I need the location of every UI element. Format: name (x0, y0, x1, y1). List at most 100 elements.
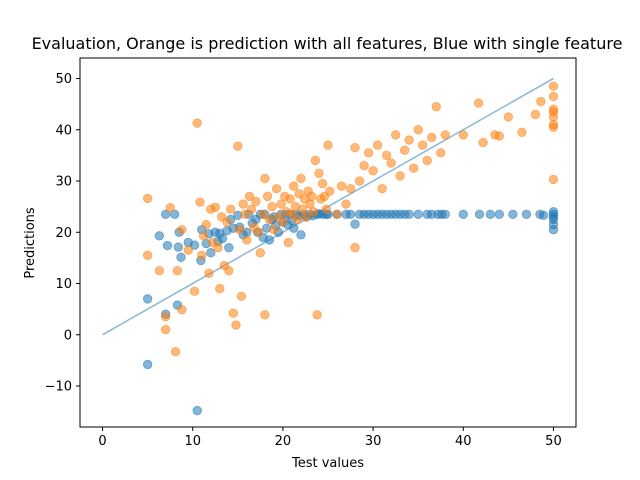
data-point (162, 240, 173, 251)
data-point (548, 122, 559, 132)
data-point (240, 209, 250, 220)
data-point (312, 310, 322, 320)
data-point (517, 127, 527, 138)
data-point (301, 212, 312, 222)
data-point (204, 268, 214, 278)
x-tick-label: 10 (184, 434, 201, 449)
x-tick-label: 50 (545, 434, 562, 449)
data-point (234, 224, 245, 235)
y-tick-label: 0 (64, 328, 72, 343)
data-point (142, 193, 153, 204)
data-point (283, 237, 294, 248)
data-point (278, 217, 288, 227)
data-point (440, 209, 450, 220)
data-point (201, 219, 211, 230)
data-point (354, 176, 365, 186)
data-point (436, 148, 446, 158)
data-point (198, 231, 209, 241)
data-point (548, 81, 559, 91)
data-point (233, 141, 243, 151)
data-point (206, 248, 216, 258)
data-point (296, 230, 306, 240)
data-point (350, 242, 360, 253)
data-point (160, 209, 171, 220)
data-point (195, 197, 205, 207)
data-point (390, 130, 401, 140)
data-point (308, 207, 319, 217)
data-point (323, 140, 333, 150)
data-point (253, 227, 264, 237)
data-point (381, 150, 392, 161)
data-point (154, 265, 165, 276)
data-point (189, 286, 200, 296)
y-axis: −10 0 10 20 30 40 50 (45, 72, 80, 395)
data-point (413, 209, 423, 220)
data-point (427, 132, 437, 143)
data-point (404, 135, 414, 145)
data-point (224, 242, 234, 253)
data-point (399, 145, 410, 155)
plot-area (102, 77, 559, 416)
data-point (363, 148, 374, 158)
data-point (296, 173, 306, 184)
data-point (238, 199, 248, 209)
data-point (325, 186, 335, 196)
data-point (485, 209, 496, 220)
data-point (368, 166, 378, 176)
data-point (271, 183, 282, 194)
data-point (264, 235, 275, 245)
data-point (317, 178, 328, 189)
data-point (458, 209, 468, 220)
data-point (408, 163, 419, 173)
y-tick-label: 20 (55, 226, 72, 241)
data-point (478, 137, 488, 148)
data-point (336, 181, 347, 191)
data-point (350, 142, 360, 153)
data-point (292, 214, 303, 225)
y-axis-label: Predictions (23, 207, 38, 279)
data-point (359, 160, 369, 171)
data-point (494, 209, 505, 220)
y-tick-label: −10 (45, 380, 72, 395)
data-point (173, 242, 183, 252)
data-point (538, 210, 549, 221)
data-point (231, 320, 241, 330)
data-point (160, 312, 171, 322)
series-1 (142, 81, 559, 357)
data-point (260, 173, 270, 184)
data-point (473, 98, 484, 108)
data-point (172, 265, 183, 276)
data-point (536, 96, 546, 107)
data-point (269, 224, 279, 235)
data-point (548, 107, 559, 117)
data-point (222, 217, 232, 227)
data-point (228, 308, 239, 318)
x-axis-label: Test values (291, 456, 364, 471)
data-point (345, 183, 356, 194)
data-point (258, 209, 268, 220)
data-point (177, 304, 187, 315)
data-point (192, 405, 202, 416)
data-point (197, 250, 207, 261)
data-point (255, 248, 266, 258)
data-point (177, 224, 187, 235)
data-point (189, 240, 200, 250)
data-point (142, 359, 153, 370)
data-point (321, 204, 331, 214)
x-tick-label: 40 (455, 434, 472, 449)
data-point (217, 233, 228, 244)
x-axis: 0 10 20 30 40 50 (98, 427, 562, 449)
data-point (289, 181, 299, 191)
data-point (289, 223, 299, 233)
data-point (548, 224, 559, 235)
data-point (310, 155, 321, 166)
data-point (267, 201, 277, 212)
data-point (417, 140, 428, 150)
data-point (244, 191, 255, 202)
data-point (142, 294, 153, 304)
y-tick-label: 50 (55, 72, 72, 87)
data-point (341, 199, 351, 209)
data-point (440, 130, 450, 140)
data-point (170, 346, 181, 357)
